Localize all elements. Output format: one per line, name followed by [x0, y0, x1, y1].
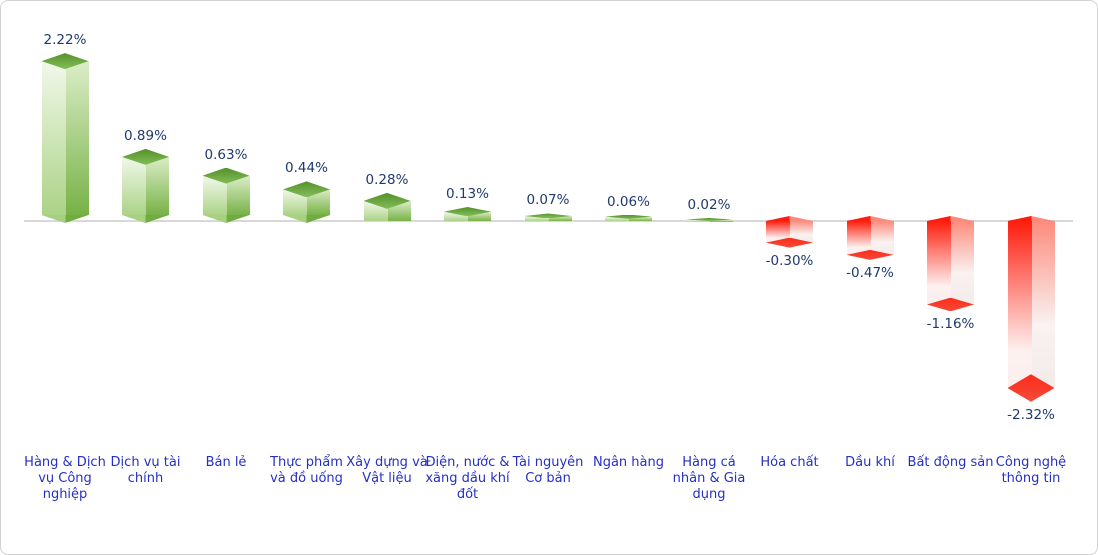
value-label: 0.89%: [124, 127, 167, 144]
bar-bottom-corner: [122, 215, 169, 223]
bar-right-face: [870, 221, 894, 255]
bar-top-diamond: [685, 218, 733, 222]
category-label: Hàng & Dịch vụ Công nghiệp: [24, 455, 106, 502]
bar-right-face: [65, 61, 89, 215]
category-label: Điện, nước & xăng dầu khí đốt: [425, 455, 510, 502]
bar-left-face: [122, 156, 146, 215]
bar-left-face: [524, 215, 549, 221]
category-label: Bán lẻ: [205, 455, 247, 470]
bar-top-diamond: [363, 192, 411, 209]
bar-left-face: [846, 221, 871, 255]
value-label: 0.44%: [285, 160, 328, 177]
value-label: -2.32%: [1007, 406, 1055, 423]
bar-left-face: [444, 211, 468, 221]
value-label: 0.13%: [446, 185, 489, 202]
bar-right-face: [226, 175, 250, 215]
bar-top-diamond: [41, 53, 89, 70]
category-label: Hàng cá nhân & Gia dụng: [672, 455, 746, 502]
bar-left-face: [605, 216, 629, 221]
bar-left-face: [41, 61, 66, 215]
category-label: Công nghệ thông tin: [995, 455, 1067, 486]
bar-right-face: [790, 221, 813, 243]
value-label: 0.06%: [607, 193, 650, 210]
value-label: -1.16%: [926, 316, 975, 333]
bar-top-corner: [846, 216, 894, 221]
bar-top-diamond: [122, 148, 169, 165]
bar-top-corner: [766, 216, 813, 221]
bar-bottom-diamond: [927, 297, 974, 312]
bar-bottom-corner: [202, 215, 250, 223]
x-axis-line: [24, 220, 1073, 222]
bar-right-face: [548, 215, 572, 221]
bar-right-face: [1031, 221, 1055, 389]
category-label: Hóa chất: [760, 455, 819, 470]
bar-top-diamond: [202, 167, 250, 184]
bar-right-face: [307, 189, 330, 215]
value-label: 0.07%: [526, 192, 570, 209]
bar-bottom-corner: [283, 215, 330, 223]
bar-right-face: [629, 216, 652, 221]
bar-top-diamond: [444, 206, 491, 217]
bar-bottom-diamond: [766, 237, 813, 248]
category-label: Dịch vụ tài chính: [110, 455, 181, 486]
bar-right-face: [709, 219, 733, 222]
value-label: 0.02%: [687, 197, 731, 214]
bar-top-diamond: [524, 213, 572, 219]
value-label: 2.22%: [43, 32, 87, 49]
value-label: 0.28%: [365, 171, 409, 188]
category-label: Bất động sản: [907, 455, 994, 470]
bar-top-corner: [1007, 216, 1055, 221]
bar-top-diamond: [283, 181, 330, 198]
bar-right-face: [468, 211, 491, 221]
bar-left-face: [766, 221, 790, 243]
value-label: -0.47%: [846, 264, 894, 281]
category-label: Tài nguyên Cơ bản: [512, 455, 584, 486]
bar-left-face: [927, 221, 951, 305]
bar-right-face: [951, 221, 974, 305]
category-label: Thực phẩm và đồ uống: [270, 455, 343, 486]
value-label: -0.30%: [765, 252, 814, 269]
bar-top-corner: [927, 216, 974, 221]
bar-left-face: [685, 219, 710, 222]
bar-left-face: [1007, 221, 1032, 389]
category-label: Xây dựng và Vật liệu: [346, 455, 428, 486]
category-label: Ngân hàng: [592, 455, 664, 470]
bar-bottom-diamond: [846, 249, 894, 260]
bar-bottom-corner: [41, 215, 89, 223]
category-label: Dầu khí: [845, 455, 895, 470]
bar-right-face: [146, 156, 169, 215]
value-label: 0.63%: [204, 146, 248, 163]
bar-top-diamond: [605, 214, 652, 219]
